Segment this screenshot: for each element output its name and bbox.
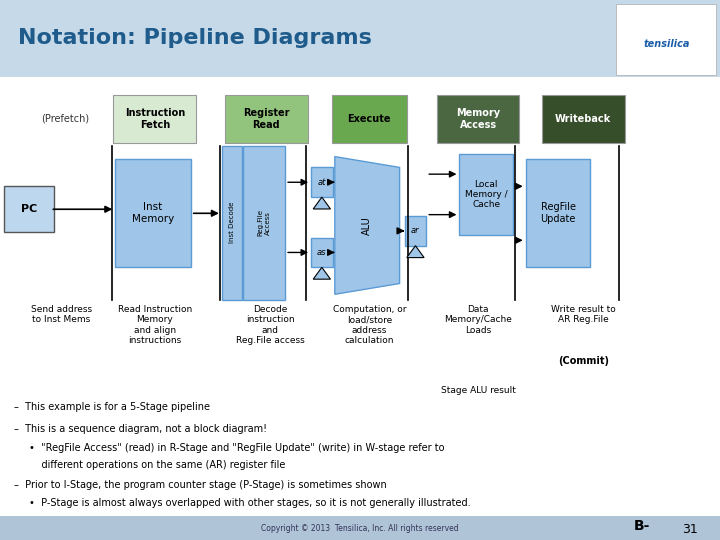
- Text: tensilica: tensilica: [644, 39, 690, 49]
- Text: ar: ar: [411, 226, 420, 235]
- Polygon shape: [407, 246, 424, 258]
- FancyBboxPatch shape: [311, 167, 333, 197]
- FancyBboxPatch shape: [542, 94, 625, 143]
- FancyBboxPatch shape: [115, 159, 191, 267]
- Text: (Commit): (Commit): [558, 356, 608, 367]
- Text: Data
Memory/Cache
Loads: Data Memory/Cache Loads: [444, 305, 512, 335]
- Polygon shape: [313, 197, 330, 209]
- Text: •  P-Stage is almost always overlapped with other stages, so it is not generally: • P-Stage is almost always overlapped wi…: [29, 498, 470, 508]
- Text: B-: B-: [634, 519, 650, 534]
- Text: (Prefetch): (Prefetch): [41, 114, 89, 124]
- Text: Write result to
AR Reg.File: Write result to AR Reg.File: [551, 305, 616, 325]
- Text: Inst
Memory: Inst Memory: [132, 202, 174, 224]
- Text: Execute: Execute: [348, 114, 391, 124]
- FancyBboxPatch shape: [243, 146, 285, 300]
- Text: –  Prior to I-Stage, the program counter stage (P-Stage) is sometimes shown: – Prior to I-Stage, the program counter …: [14, 480, 387, 490]
- Text: 31: 31: [683, 523, 698, 536]
- Text: –  This example is for a 5-Stage pipeline: – This example is for a 5-Stage pipeline: [14, 402, 210, 413]
- Text: ALU: ALU: [362, 216, 372, 235]
- Text: PC: PC: [21, 204, 37, 214]
- Text: different operations on the same (AR) register file: different operations on the same (AR) re…: [29, 460, 285, 470]
- FancyBboxPatch shape: [4, 186, 54, 232]
- Text: Send address
to Inst Mems: Send address to Inst Mems: [31, 305, 91, 325]
- FancyBboxPatch shape: [311, 238, 333, 267]
- Polygon shape: [313, 267, 330, 279]
- Text: Computation, or
load/store
address
calculation: Computation, or load/store address calcu…: [333, 305, 406, 345]
- FancyBboxPatch shape: [436, 94, 520, 143]
- Text: as: as: [317, 248, 327, 257]
- Text: Inst Decode: Inst Decode: [229, 202, 235, 244]
- Text: Notation: Pipeline Diagrams: Notation: Pipeline Diagrams: [18, 28, 372, 48]
- Polygon shape: [335, 157, 400, 294]
- FancyBboxPatch shape: [526, 159, 590, 267]
- FancyBboxPatch shape: [225, 94, 308, 143]
- Text: Instruction
Fetch: Instruction Fetch: [125, 108, 185, 130]
- Text: RegFile
Update: RegFile Update: [540, 202, 576, 224]
- FancyBboxPatch shape: [0, 0, 720, 77]
- Text: •  "RegFile Access" (read) in R-Stage and "RegFile Update" (write) in W-stage re: • "RegFile Access" (read) in R-Stage and…: [29, 443, 444, 453]
- Text: Stage ALU result: Stage ALU result: [441, 386, 516, 395]
- Text: Reg.File
Access: Reg.File Access: [258, 209, 271, 237]
- Text: at: at: [318, 178, 326, 187]
- FancyBboxPatch shape: [331, 94, 408, 143]
- Text: Local
Memory /
Cache: Local Memory / Cache: [465, 179, 508, 210]
- Text: –  This is a sequence diagram, not a block diagram!: – This is a sequence diagram, not a bloc…: [14, 424, 267, 434]
- Text: Decode
instruction
and
Reg.File access: Decode instruction and Reg.File access: [235, 305, 305, 345]
- FancyBboxPatch shape: [114, 94, 196, 143]
- Text: Register
Read: Register Read: [243, 108, 289, 130]
- Text: Memory
Access: Memory Access: [456, 108, 500, 130]
- FancyBboxPatch shape: [616, 4, 716, 75]
- Text: Read Instruction
Memory
and align
instructions: Read Instruction Memory and align instru…: [117, 305, 192, 345]
- FancyBboxPatch shape: [459, 154, 513, 235]
- FancyBboxPatch shape: [0, 516, 720, 540]
- FancyBboxPatch shape: [222, 146, 242, 300]
- Text: Writeback: Writeback: [555, 114, 611, 124]
- FancyBboxPatch shape: [405, 216, 426, 246]
- Text: Copyright © 2013  Tensilica, Inc. All rights reserved: Copyright © 2013 Tensilica, Inc. All rig…: [261, 524, 459, 532]
